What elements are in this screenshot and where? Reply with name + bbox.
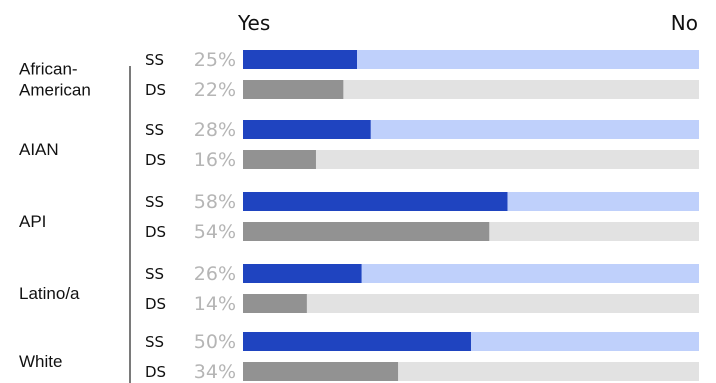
bar-yes-white-ss	[243, 332, 471, 351]
row-label-ss: SS	[145, 121, 164, 139]
bar-yes-african-american-ss	[243, 50, 357, 69]
row-label-ds: DS	[145, 363, 166, 381]
percent-label: 34%	[194, 361, 236, 383]
percent-label: 58%	[194, 191, 236, 213]
header-yes: Yes	[237, 11, 270, 35]
percent-label: 25%	[194, 49, 236, 71]
group-label-line: API	[19, 212, 46, 231]
group-label-line: American	[19, 81, 91, 100]
group-label-api: API	[19, 212, 46, 231]
percent-label: 22%	[194, 79, 236, 101]
bar-yes-african-american-ds	[243, 80, 344, 99]
row-label-ss: SS	[145, 333, 164, 351]
row-label-ds: DS	[145, 223, 166, 241]
percent-label: 16%	[194, 149, 236, 171]
bar-yes-aian-ds	[243, 150, 316, 169]
percent-label: 50%	[194, 331, 236, 353]
bar-no-aian-ds	[243, 150, 699, 169]
group-label-african-american: African- American	[19, 60, 91, 100]
group-label-line: AIAN	[19, 140, 59, 159]
header-no: No	[671, 11, 698, 35]
group-label-line: African-	[19, 60, 78, 79]
group-label-aian: AIAN	[19, 140, 59, 159]
chart-rows: African- American SS 25% DS 22% AIAN SS 28% DS 16%…	[19, 49, 699, 383]
row-label-ss: SS	[145, 193, 164, 211]
row-label-ds: DS	[145, 81, 166, 99]
row-label-ds: DS	[145, 151, 166, 169]
row-label-ds: DS	[145, 295, 166, 313]
row-label-ss: SS	[145, 265, 164, 283]
bar-yes-latino-a-ss	[243, 264, 362, 283]
group-label-line: White	[19, 352, 62, 371]
bar-yes-aian-ss	[243, 120, 371, 139]
group-label-latino-a: Latino/a	[19, 284, 80, 303]
bar-yes-api-ss	[243, 192, 508, 211]
bar-yes-white-ds	[243, 362, 399, 381]
bar-yes-api-ds	[243, 222, 490, 241]
percent-label: 26%	[194, 263, 236, 285]
bar-no-african-american-ds	[243, 80, 699, 99]
percent-label: 28%	[194, 119, 236, 141]
bar-no-latino-a-ds	[243, 294, 699, 313]
row-label-ss: SS	[145, 51, 164, 69]
percent-label: 54%	[194, 221, 236, 243]
group-label-white: White	[19, 352, 62, 371]
group-label-line: Latino/a	[19, 284, 80, 303]
percent-label: 14%	[194, 293, 236, 315]
bar-yes-latino-a-ds	[243, 294, 307, 313]
